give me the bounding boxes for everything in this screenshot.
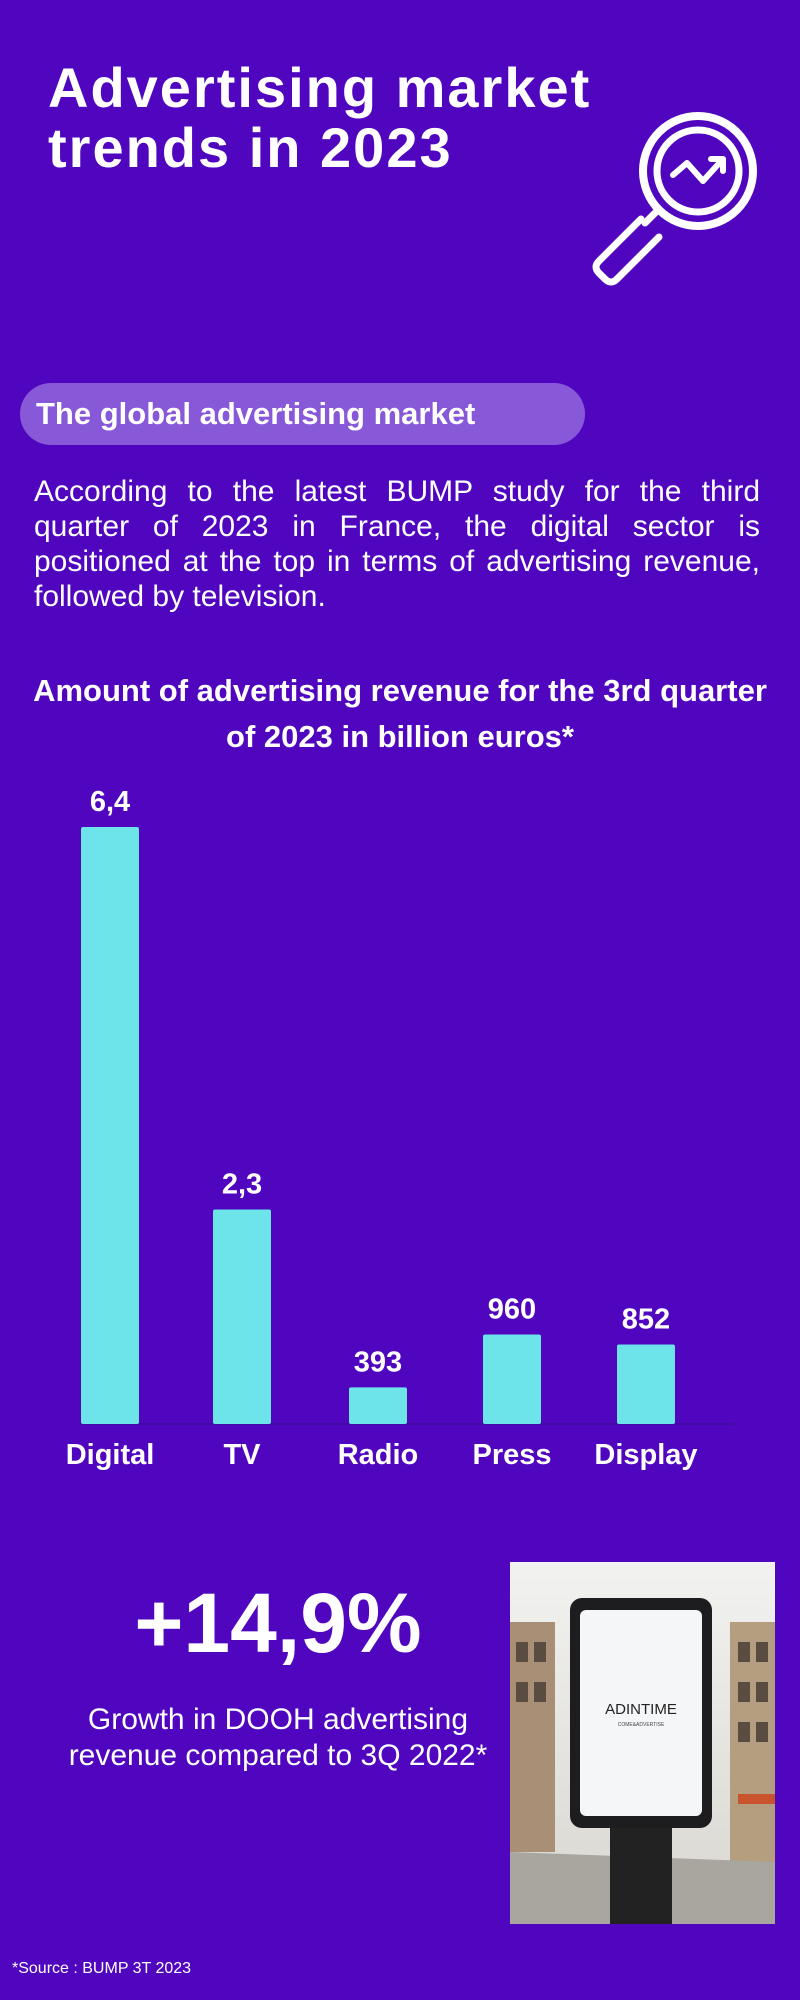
value-label: 393: [354, 1346, 402, 1378]
category-label: Press: [472, 1439, 551, 1471]
image-brand: ADINTIME: [605, 1701, 677, 1718]
billboard-photo: ADINTIME COME&ADVERTISE: [510, 1562, 775, 1924]
category-label: TV: [223, 1439, 261, 1471]
bar: [349, 1387, 407, 1424]
value-label: 852: [622, 1304, 670, 1336]
chart-title: Amount of advertising revenue for the 3r…: [33, 673, 767, 754]
footnote: *Source : BUMP 3T 2023: [12, 1960, 192, 1977]
bar: [213, 1209, 271, 1424]
chart: 6,4 Digital 2,3 TV 393 Radio 960 Press 852 Displa…: [66, 786, 734, 1471]
stat-caption: Growth in DOOH advertising revenue compa…: [68, 1703, 488, 1772]
stat-value: +14,9%: [134, 1576, 422, 1670]
image-tagline: COME&ADVERTISE: [618, 1722, 665, 1728]
category-label: Display: [594, 1439, 697, 1471]
category-label: Digital: [66, 1439, 155, 1471]
magnifier-icon: [592, 112, 757, 286]
paragraph: According to the latest BUMP study for t…: [34, 475, 760, 613]
title: Advertising market trends in 2023: [48, 56, 592, 179]
value-label: 6,4: [90, 786, 130, 818]
bar: [483, 1334, 541, 1424]
value-label: 2,3: [222, 1168, 262, 1200]
category-label: Radio: [338, 1439, 419, 1471]
value-label: 960: [488, 1293, 536, 1325]
bar: [81, 827, 139, 1424]
section-heading: The global advertising market: [20, 383, 585, 445]
bar: [617, 1344, 675, 1424]
